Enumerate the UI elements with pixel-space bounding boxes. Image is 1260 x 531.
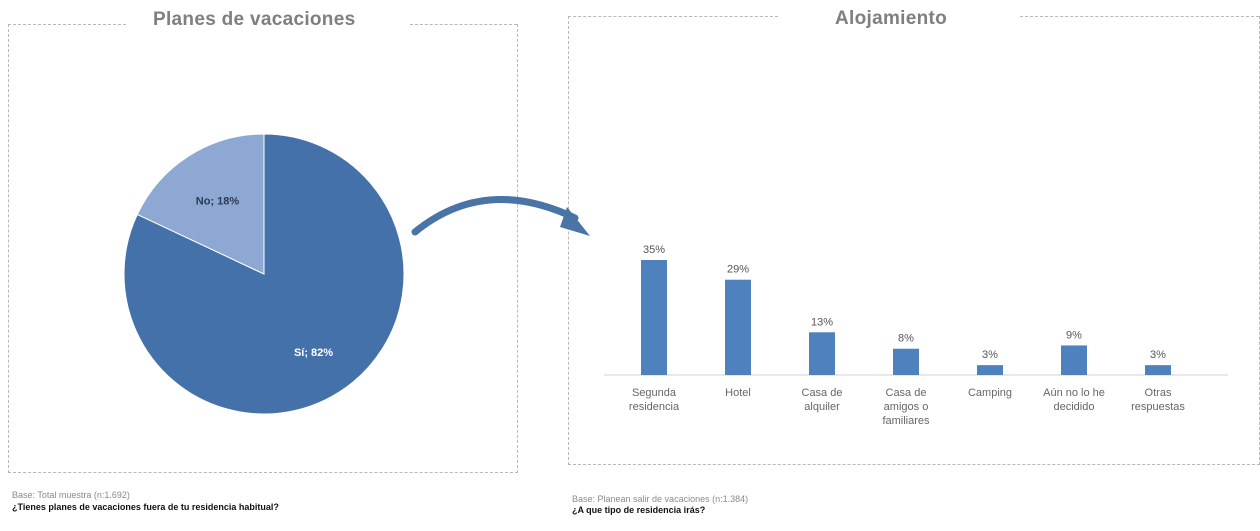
pie-base-note: Base: Total muestra (n:1.692)	[12, 490, 130, 500]
bar-category-label: residencia	[629, 401, 680, 413]
pie-panel-top-border-right	[410, 24, 517, 25]
bar-category-label: Segunda	[632, 387, 677, 399]
pie-panel-top-border-left	[8, 24, 126, 25]
bar	[641, 260, 667, 375]
flow-arrow-head	[560, 207, 590, 236]
flow-arrow-path	[411, 196, 579, 236]
bar-category-label: amigos o	[884, 401, 929, 413]
pie-slice-label: No; 18%	[196, 196, 240, 208]
bar	[1145, 365, 1171, 375]
bar-value-label: 13%	[811, 316, 833, 328]
bar	[809, 332, 835, 375]
pie-chart-title: Planes de vacaciones	[153, 9, 356, 30]
pie-chart: Sí; 82% No; 18%	[123, 133, 405, 415]
bar-base-note: Base: Planean salir de vacaciones (n:1.3…	[572, 494, 749, 504]
bar	[725, 279, 751, 375]
bar-category-label: Casa de	[886, 387, 927, 399]
bar-category-label: Aún no lo he	[1043, 387, 1105, 399]
bar-category-label: familiares	[882, 415, 930, 427]
bar-value-label: 29%	[727, 264, 749, 276]
bar-category-label: respuestas	[1131, 401, 1185, 413]
bar-chart-title: Alojamiento	[835, 8, 948, 29]
bar-category-label: decidido	[1054, 401, 1095, 413]
bar	[977, 365, 1003, 375]
pie-slice-label: Sí; 82%	[294, 347, 333, 359]
pie-question: ¿Tienes planes de vacaciones fuera de tu…	[12, 502, 279, 512]
bar-category-label: Otras	[1145, 387, 1172, 399]
bar-value-label: 3%	[982, 349, 998, 361]
bar-chart: 35% Segunda residencia 29% Hotel 13% Casa de al…	[604, 244, 1228, 427]
bar-value-label: 8%	[898, 333, 914, 345]
bar-value-label: 9%	[1066, 329, 1082, 341]
bar-category-label: Hotel	[725, 387, 751, 399]
pie-panel	[8, 24, 518, 473]
bar-value-label: 3%	[1150, 349, 1166, 361]
bar	[893, 348, 919, 375]
bar-category-label: Casa de	[802, 387, 843, 399]
bar-panel-top-border-left	[568, 16, 778, 17]
bar-question: ¿A que tipo de residencia irás?	[572, 505, 706, 515]
flow-arrow	[411, 196, 590, 236]
bar-panel-top-border-right	[1020, 16, 1259, 17]
pie-slice-no	[136, 133, 265, 275]
bar-category-label: alquiler	[804, 401, 840, 413]
bar-value-label: 35%	[643, 244, 665, 256]
bar-category-label: Camping	[968, 387, 1012, 399]
bar	[1061, 345, 1087, 375]
